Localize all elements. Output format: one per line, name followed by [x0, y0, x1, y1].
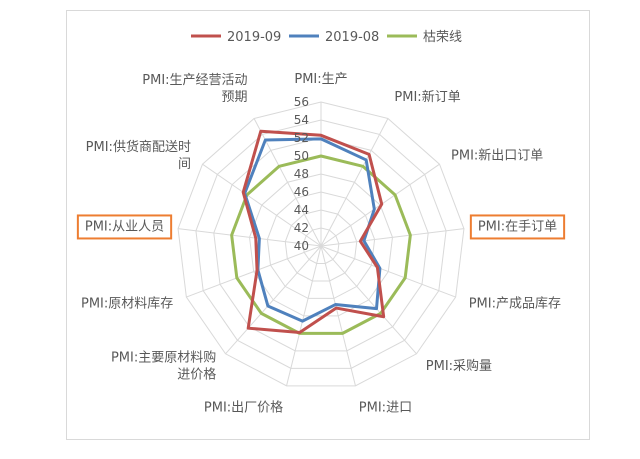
- radial-tick-label: 56: [294, 95, 309, 109]
- category-label-line: PMI:在手订单: [478, 219, 557, 234]
- series-layer: [230, 129, 412, 335]
- highlight-box: [469, 214, 566, 240]
- chart-legend: 2019-09 2019-08 枯荣线: [191, 30, 462, 45]
- category-label: PMI:原材料库存: [81, 296, 173, 312]
- category-label: PMI:进口: [359, 400, 412, 415]
- category-label: PMI:生产: [294, 72, 347, 87]
- category-label-line: 进价格: [177, 366, 216, 382]
- category-label-line: 间: [178, 157, 191, 172]
- category-label-line: PMI:出厂价格: [204, 399, 283, 415]
- category-label-line: PMI:原材料库存: [81, 296, 173, 312]
- radial-tick-label: 48: [294, 167, 309, 181]
- grid-ring: [284, 209, 358, 282]
- category-label: PMI:出厂价格: [204, 399, 283, 415]
- radial-tick-labels: 40 42 44 46 48 50 52 54 56: [294, 95, 309, 253]
- grid-ring: [266, 191, 376, 299]
- category-labels: PMI:生产 PMI:新订单 PMI:新出口订单 PMI:在手订单 PMI:产成品库存 P…: [76, 72, 566, 415]
- category-label: PMI:产成品库存: [469, 296, 561, 312]
- category-label: PMI:在手订单: [469, 214, 566, 240]
- category-label: PMI:从业人员: [76, 214, 173, 240]
- radial-tick-label: 50: [294, 149, 309, 163]
- legend-item: 2019-08: [289, 30, 379, 45]
- grid-spoke: [320, 245, 456, 298]
- category-label-line: PMI:生产经营活动: [142, 73, 247, 88]
- radial-tick-label: 40: [294, 239, 309, 253]
- grid-spoke: [320, 228, 465, 247]
- legend-label: 2019-09: [227, 30, 281, 45]
- category-label-line: PMI:产成品库存: [469, 296, 561, 312]
- highlight-box: [76, 214, 173, 240]
- grid-ring: [213, 137, 429, 352]
- radial-tick-label: 54: [294, 113, 309, 127]
- grid-spoke: [286, 245, 322, 386]
- radial-tick-label: 46: [294, 185, 309, 199]
- category-label-line: 预期: [222, 90, 248, 105]
- grid-ring: [302, 227, 340, 264]
- legend-item: 枯荣线: [387, 30, 462, 45]
- category-label-line: PMI:新出口订单: [451, 148, 543, 164]
- category-label-line: PMI:从业人员: [85, 219, 164, 234]
- category-label-line: PMI:采购量: [426, 358, 492, 374]
- grid-spoke: [202, 163, 322, 247]
- grid-spoke: [186, 245, 322, 298]
- grid-ring: [195, 119, 447, 369]
- grid-spoke: [320, 118, 389, 247]
- radar-grid: [177, 101, 465, 387]
- category-label: PMI:新出口订单: [451, 148, 543, 164]
- category-label-line: PMI:进口: [359, 400, 412, 415]
- grid-ring: [177, 101, 465, 387]
- legend-item: 2019-09: [191, 30, 281, 45]
- category-label-line: PMI:新订单: [394, 89, 460, 105]
- category-label: PMI:采购量: [426, 358, 492, 374]
- legend-label: 2019-08: [325, 30, 379, 45]
- category-label-line: PMI:主要原材料购: [111, 349, 216, 365]
- grid-spoke: [320, 245, 356, 386]
- radial-tick-label: 52: [294, 131, 309, 145]
- series-line-2019-09: [241, 129, 386, 335]
- category-label: PMI:新订单: [394, 89, 460, 105]
- grid-spoke: [177, 228, 322, 247]
- series-line-2019-08: [243, 137, 382, 323]
- grid-spoke: [320, 245, 417, 355]
- legend-label: 枯荣线: [423, 30, 462, 45]
- grid-ring: [249, 173, 393, 317]
- radial-tick-label: 44: [294, 203, 309, 217]
- category-label-line: PMI:供货商配送时: [86, 139, 191, 155]
- grid-spoke: [225, 245, 322, 355]
- category-label-line: PMI:生产: [294, 72, 347, 87]
- radial-tick-label: 42: [294, 221, 309, 235]
